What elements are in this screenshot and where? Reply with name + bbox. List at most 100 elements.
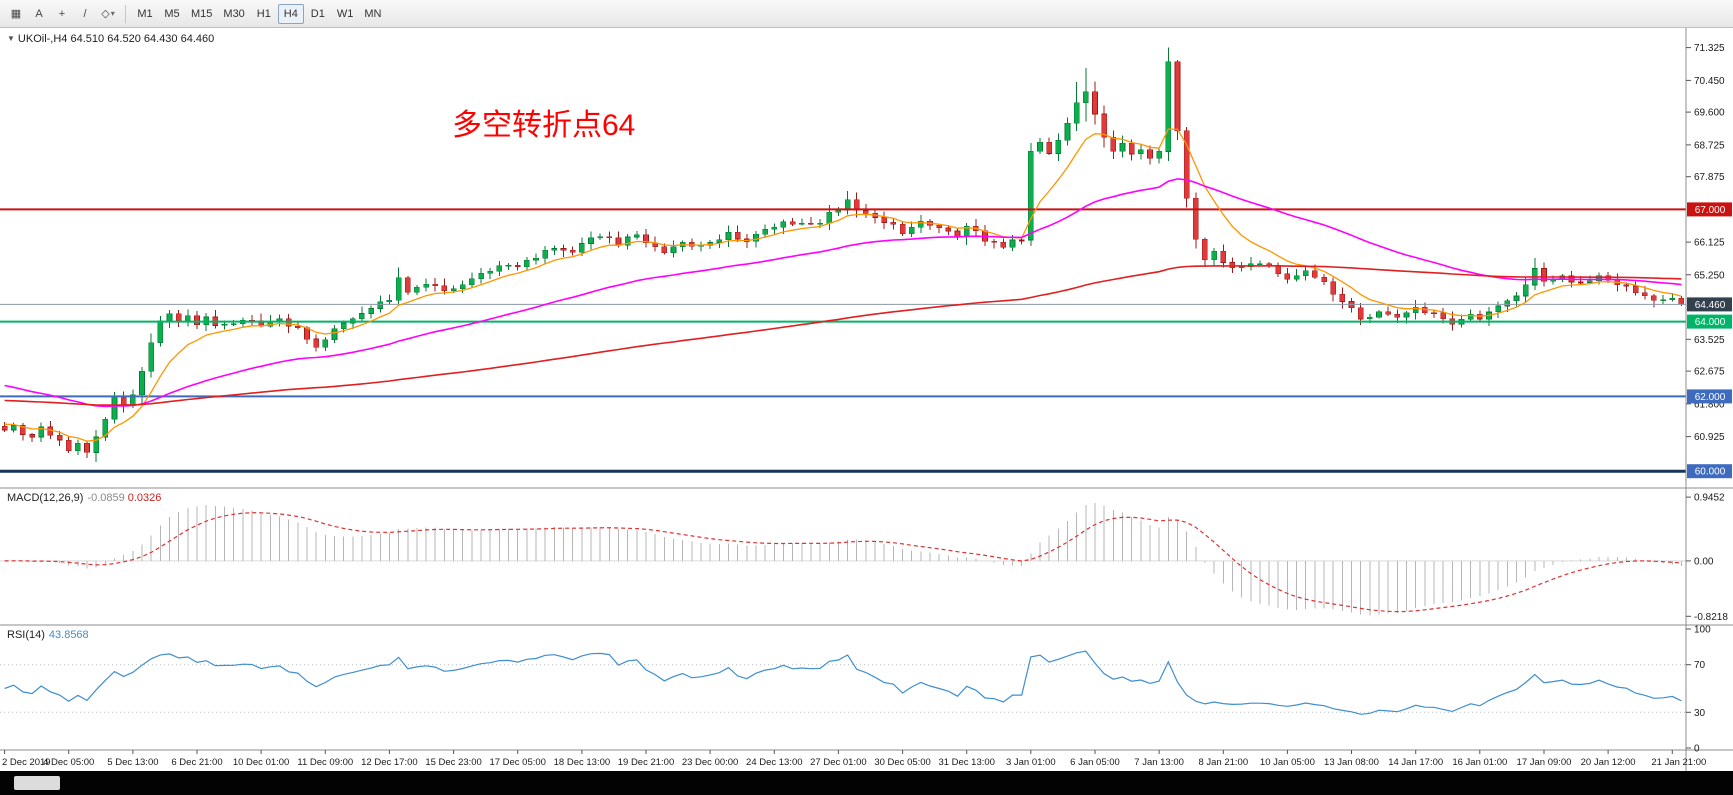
time-axis-label: 15 Dec 23:00 xyxy=(425,757,482,768)
price-badge xyxy=(1687,314,1732,329)
timeframe-button-m30[interactable]: M30 xyxy=(223,7,245,20)
time-axis-label: 3 Jan 01:00 xyxy=(1006,757,1056,768)
time-axis-label: 6 Dec 21:00 xyxy=(171,757,222,768)
macd-value-main: -0.0859 xyxy=(87,492,125,504)
time-axis-label: 21 Jan 21:00 xyxy=(1651,757,1706,768)
time-axis-label: 16 Jan 01:00 xyxy=(1452,757,1507,768)
macd-label: MACD(12,26,9) -0.0859 0.0326 xyxy=(7,492,161,504)
macd-name: MACD(12,26,9) xyxy=(7,492,84,504)
time-axis-label: 7 Jan 13:00 xyxy=(1134,757,1184,768)
ma-slow-red xyxy=(4,264,1682,406)
bottom-scroll-tab[interactable] xyxy=(14,776,60,790)
price-axis-label: 60.925 xyxy=(1694,432,1725,443)
time-axis-label: 13 Jan 08:00 xyxy=(1324,757,1379,768)
time-axis-label: 17 Jan 09:00 xyxy=(1517,757,1572,768)
price-axis: 71.325 70.450 69.600 68.725 67.875 66.125 65.2… xyxy=(1686,43,1732,479)
price-badge xyxy=(1687,464,1732,479)
macd-axis: 0.9452 0.00 -0.8218 xyxy=(1686,493,1728,623)
time-axis-label: 24 Dec 13:00 xyxy=(746,757,803,768)
time-axis-label: 5 Dec 13:00 xyxy=(107,757,158,768)
price-axis-label: 69.600 xyxy=(1694,108,1725,119)
price-badge-label: 60.000 xyxy=(1695,467,1726,478)
time-axis-label: 19 Dec 21:00 xyxy=(618,757,675,768)
price-badge-label: 62.000 xyxy=(1695,392,1726,403)
ma-fast-orange xyxy=(4,128,1682,442)
macd-signal-line xyxy=(4,512,1682,613)
rsi-axis-label: 0 xyxy=(1694,744,1700,755)
timeframe-button-h1[interactable]: H1 xyxy=(256,7,271,20)
rsi-axis-label: 70 xyxy=(1694,660,1706,671)
macd-axis-label: 0.00 xyxy=(1694,556,1714,567)
time-axis-label: 20 Jan 12:00 xyxy=(1581,757,1636,768)
timeframe-button-d1[interactable]: D1 xyxy=(310,7,325,20)
rsi-line xyxy=(4,650,1682,715)
time-axis-label: 4 Dec 05:00 xyxy=(43,757,94,768)
price-axis-label: 71.325 xyxy=(1694,43,1725,54)
price-badge-label: 64.000 xyxy=(1695,317,1726,328)
price-badge-label: 67.000 xyxy=(1695,205,1726,216)
shapes-dropdown-icon[interactable]: ◇ ▾ xyxy=(101,8,115,20)
macd-axis-label: -0.8218 xyxy=(1694,612,1728,623)
timeframe-button-h4[interactable]: H4 xyxy=(277,3,304,24)
timeframe-button-m5[interactable]: M5 xyxy=(164,7,180,20)
ma-mid-magenta xyxy=(4,178,1682,408)
ohlc-readout: 64.510 64.520 64.430 64.460 xyxy=(70,33,215,45)
charts-grid-icon[interactable]: ▦ xyxy=(10,8,22,20)
price-axis-label: 65.250 xyxy=(1694,270,1725,281)
rsi-axis: 100 70 30 0 xyxy=(1686,625,1711,755)
symbol-period: UKOil-,H4 xyxy=(17,33,68,45)
timeframe-toolbar: M1 M5 M15 M30 H1 H4 D1 W1 MN xyxy=(132,3,386,24)
toolbar-separator xyxy=(125,4,126,23)
macd-value-signal: 0.0326 xyxy=(127,492,162,504)
price-badge xyxy=(1687,297,1732,312)
time-axis-label: 2 Dec 2019 xyxy=(2,757,51,768)
moving-averages-layer xyxy=(4,128,1682,442)
price-axis-label: 68.725 xyxy=(1694,140,1725,151)
rsi-value: 43.8568 xyxy=(48,629,89,641)
time-axis-label: 6 Jan 05:00 xyxy=(1070,757,1120,768)
chart-title: ▼ UKOil-,H4 64.510 64.520 64.430 64.460 xyxy=(7,33,214,45)
price-axis-label: 67.875 xyxy=(1694,172,1725,183)
candles-layer xyxy=(1,47,1685,462)
hlines-layer xyxy=(0,208,1686,473)
text-label-icon[interactable]: A xyxy=(35,7,43,20)
rsi-axis-label: 30 xyxy=(1694,708,1706,719)
price-axis-label: 70.450 xyxy=(1694,76,1725,87)
price-badge-label: 64.460 xyxy=(1695,300,1726,311)
crosshair-icon[interactable]: + xyxy=(58,7,66,20)
timeframe-button-w1[interactable]: W1 xyxy=(336,7,354,20)
time-axis-label: 11 Dec 09:00 xyxy=(297,757,353,768)
price-axis-label: 66.125 xyxy=(1694,238,1725,249)
time-axis-label: 10 Jan 05:00 xyxy=(1260,757,1315,768)
time-axis-label: 14 Jan 17:00 xyxy=(1388,757,1443,768)
time-axis-label: 30 Dec 05:00 xyxy=(874,757,931,768)
price-axis-label: 61.800 xyxy=(1694,399,1725,410)
rsi-pane xyxy=(0,650,1686,715)
drawing-toolbar: ▦ A + / ◇ ▾ xyxy=(5,4,119,24)
price-badge xyxy=(1687,202,1732,217)
price-axis-label: 63.525 xyxy=(1694,335,1725,346)
rsi-name: RSI(14) xyxy=(7,629,45,641)
timeframe-button-m15[interactable]: M15 xyxy=(191,7,213,20)
bottom-bar xyxy=(0,771,1733,795)
timeframe-button-m1[interactable]: M1 xyxy=(137,7,153,20)
time-axis-label: 27 Dec 01:00 xyxy=(810,757,867,768)
macd-pane xyxy=(0,503,1686,616)
time-axis-label: 18 Dec 13:00 xyxy=(554,757,611,768)
macd-axis-label: 0.9452 xyxy=(1694,493,1725,504)
timeframe-button-mn[interactable]: MN xyxy=(364,7,382,20)
rsi-label: RSI(14) 43.8568 xyxy=(7,629,89,641)
chart-marker-icon: ▼ xyxy=(7,34,15,43)
rsi-axis-label: 100 xyxy=(1694,625,1711,636)
chart-annotation: 多空转折点64 xyxy=(452,109,636,142)
trendline-icon[interactable]: / xyxy=(83,7,87,20)
time-axis-label: 17 Dec 05:00 xyxy=(489,757,546,768)
price-badge xyxy=(1687,389,1732,404)
time-axis-label: 12 Dec 17:00 xyxy=(361,757,418,768)
time-axis-label: 8 Jan 21:00 xyxy=(1198,757,1248,768)
time-axis-label: 23 Dec 00:00 xyxy=(682,757,739,768)
